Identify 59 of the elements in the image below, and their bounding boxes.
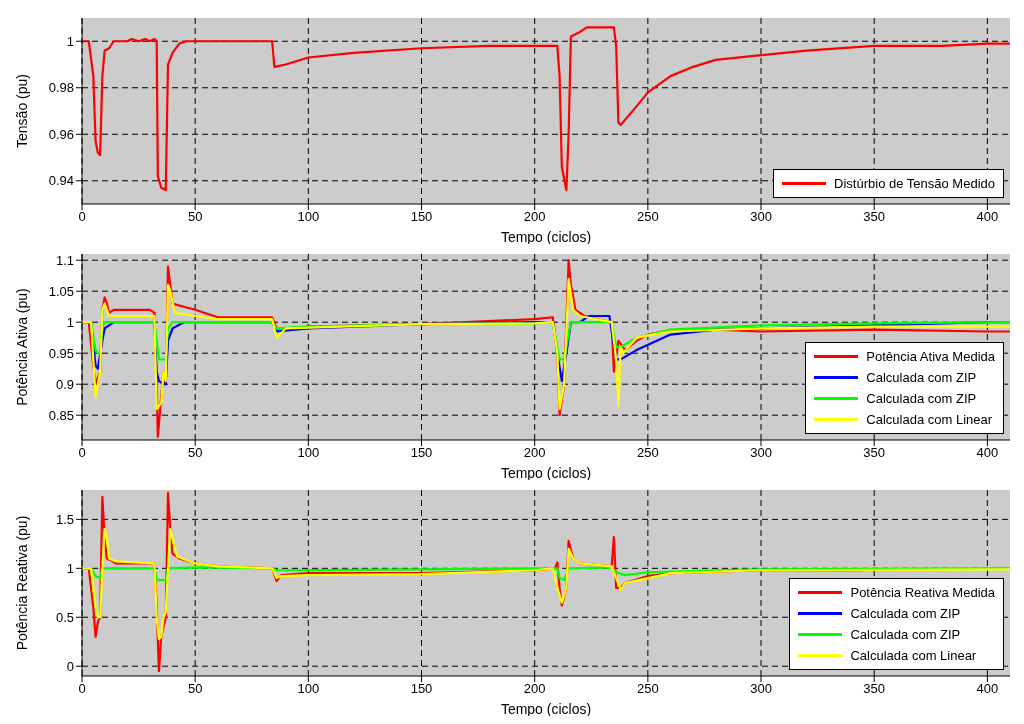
y-axis-title: Potência Reativa (pu): [13, 515, 30, 651]
x-tick-label: 100: [297, 445, 320, 461]
x-tick-label: 200: [523, 681, 546, 697]
x-axis-title: Tempo (ciclos): [500, 229, 592, 245]
x-tick-label: 400: [976, 209, 999, 225]
y-tick-label: 0.85: [48, 407, 74, 423]
line-series: [82, 26, 1010, 192]
x-tick-label: 100: [297, 681, 320, 697]
y-tick-label: 1: [66, 33, 74, 49]
y-tick-label: 1.05: [48, 283, 74, 299]
y-tick-label: 0.96: [48, 126, 74, 142]
legend-label: Calculada com Linear: [866, 412, 993, 427]
x-axis-title: Tempo (ciclos): [500, 701, 592, 717]
x-tick-label: 200: [523, 445, 546, 461]
x-tick-label: 350: [863, 209, 886, 225]
line-series: [82, 528, 1010, 640]
x-tick-label: 300: [750, 445, 772, 461]
y-tick-label: 0.94: [48, 173, 74, 189]
y-tick-label: 0.98: [48, 80, 74, 96]
y-tick-label: 1: [66, 560, 74, 576]
x-tick-label: 150: [410, 445, 433, 461]
legend-label: Distúrbio de Tensão Medido: [834, 176, 995, 191]
x-tick-label: 50: [187, 209, 203, 225]
y-tick-label: 0.95: [48, 345, 74, 361]
x-tick-label: 300: [750, 681, 772, 697]
x-tick-label: 400: [976, 445, 999, 461]
legend-label: Potência Ativa Medida: [866, 349, 995, 364]
x-tick-label: 350: [863, 681, 886, 697]
x-tick-label: 150: [410, 681, 433, 697]
line-series: [82, 277, 1010, 411]
legend-label: Potência Reativa Medida: [850, 585, 995, 600]
legend-label: Calculada com ZIP: [866, 391, 977, 406]
y-tick-label: 0.5: [55, 609, 74, 625]
x-tick-label: 100: [297, 209, 320, 225]
y-tick-label: 1.1: [55, 252, 74, 268]
x-tick-label: 400: [976, 681, 999, 697]
x-tick-label: 250: [637, 209, 659, 225]
x-tick-label: 250: [637, 445, 659, 461]
x-tick-label: 350: [863, 445, 886, 461]
legend-label: Calculada com ZIP: [850, 606, 961, 621]
x-tick-label: 0: [78, 681, 86, 697]
x-tick-label: 200: [523, 209, 546, 225]
x-tick-label: 0: [78, 445, 86, 461]
legend-label: Calculada com ZIP: [850, 627, 961, 642]
y-axis-title: Potência Ativa (pu): [13, 288, 30, 406]
x-axis-title: Tempo (ciclos): [500, 465, 592, 481]
x-tick-label: 150: [410, 209, 433, 225]
x-tick-label: 50: [187, 681, 203, 697]
x-tick-label: 50: [187, 445, 203, 461]
x-tick-label: 300: [750, 209, 772, 225]
y-tick-label: 1: [66, 314, 74, 330]
x-tick-label: 250: [637, 681, 659, 697]
y-tick-label: 1.5: [55, 511, 74, 527]
y-axis-title: Tensão (pu): [13, 74, 30, 148]
y-tick-label: 0.9: [55, 376, 74, 392]
x-tick-label: 0: [78, 209, 86, 225]
legend-label: Calculada com Linear: [850, 648, 977, 663]
legend-label: Calculada com ZIP: [866, 370, 977, 385]
y-tick-label: 0: [66, 658, 74, 674]
